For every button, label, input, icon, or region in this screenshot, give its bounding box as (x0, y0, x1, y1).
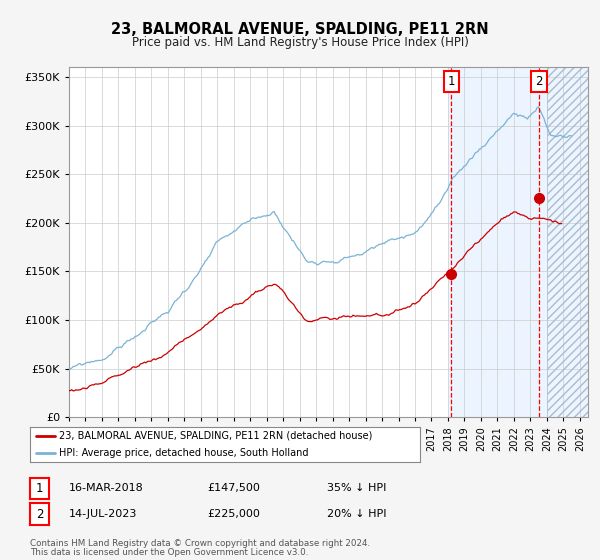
Text: Contains HM Land Registry data © Crown copyright and database right 2024.: Contains HM Land Registry data © Crown c… (30, 539, 370, 548)
Text: 2: 2 (36, 507, 43, 521)
Text: Price paid vs. HM Land Registry's House Price Index (HPI): Price paid vs. HM Land Registry's House … (131, 36, 469, 49)
Bar (448, 67, 588, 417)
Text: 20% ↓ HPI: 20% ↓ HPI (327, 509, 386, 519)
Text: 16-MAR-2018: 16-MAR-2018 (69, 483, 144, 493)
Text: 35% ↓ HPI: 35% ↓ HPI (327, 483, 386, 493)
Text: 23, BALMORAL AVENUE, SPALDING, PE11 2RN (detached house): 23, BALMORAL AVENUE, SPALDING, PE11 2RN … (59, 431, 373, 441)
Text: 23, BALMORAL AVENUE, SPALDING, PE11 2RN: 23, BALMORAL AVENUE, SPALDING, PE11 2RN (111, 22, 489, 36)
Text: 1: 1 (448, 75, 455, 88)
Text: HPI: Average price, detached house, South Holland: HPI: Average price, detached house, Sout… (59, 448, 309, 458)
Bar (547, 67, 588, 417)
Text: £147,500: £147,500 (207, 483, 260, 493)
Text: This data is licensed under the Open Government Licence v3.0.: This data is licensed under the Open Gov… (30, 548, 308, 557)
Text: £225,000: £225,000 (207, 509, 260, 519)
Text: 1: 1 (36, 482, 43, 495)
Text: 14-JUL-2023: 14-JUL-2023 (69, 509, 137, 519)
Text: 2: 2 (535, 75, 543, 88)
